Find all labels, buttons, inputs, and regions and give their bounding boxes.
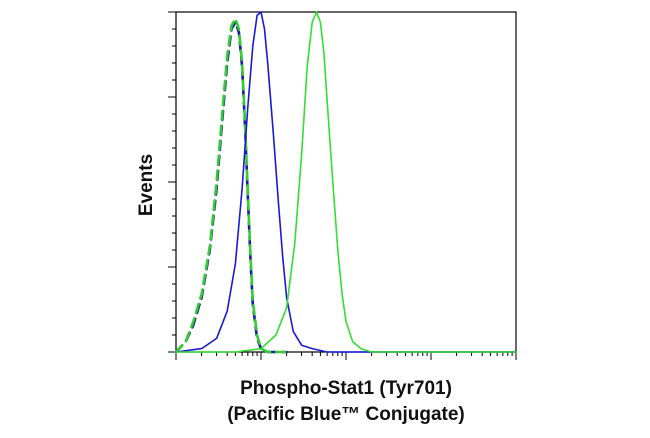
histogram-curve-4 — [175, 11, 517, 353]
plot-border — [175, 11, 517, 353]
series-layer — [174, 11, 517, 354]
plot-frame — [175, 11, 517, 353]
y-axis-title: Events — [136, 154, 157, 216]
x-axis-title-line-2: (Pacific Blue™ Conjugate) — [227, 404, 465, 425]
axis-ticks — [168, 11, 517, 360]
histogram-curve-2 — [174, 17, 288, 354]
histogram-curve-3 — [175, 11, 517, 353]
x-axis-title-line-1: Phospho-Stat1 (Tyr701) — [240, 378, 452, 399]
histogram-curve-1 — [174, 20, 288, 354]
